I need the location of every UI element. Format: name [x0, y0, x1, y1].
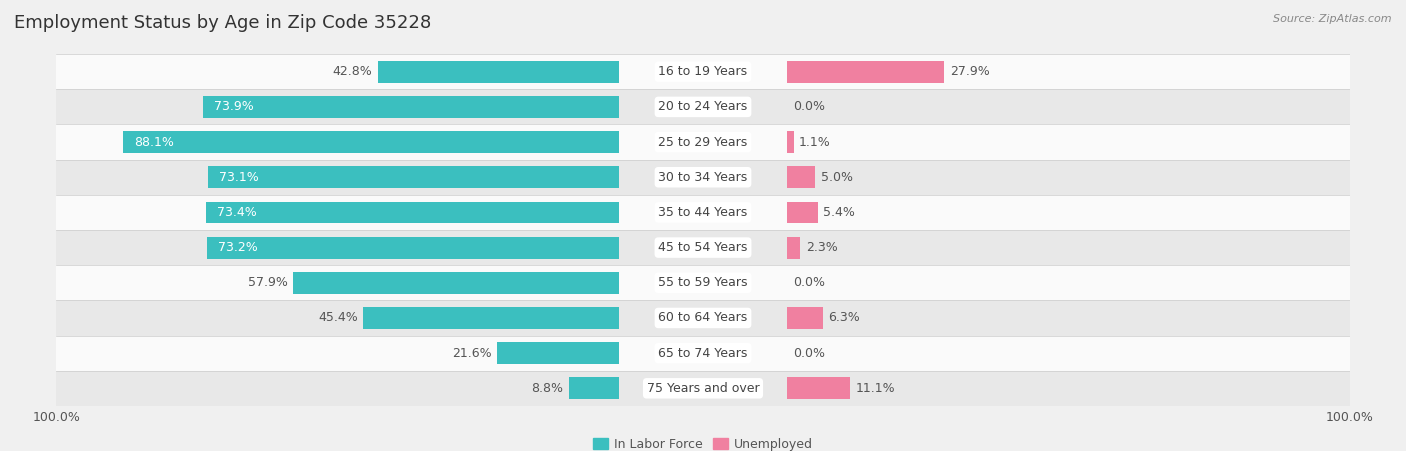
Text: 0.0%: 0.0% [793, 276, 825, 289]
Text: 57.9%: 57.9% [247, 276, 287, 289]
Bar [205, 202, 619, 223]
Text: 25 to 29 Years: 25 to 29 Years [658, 136, 748, 148]
Bar [208, 166, 619, 188]
Bar [56, 300, 1350, 336]
Bar [124, 131, 619, 153]
Text: 20 to 24 Years: 20 to 24 Years [658, 101, 748, 113]
Text: 73.9%: 73.9% [214, 101, 254, 113]
Bar [56, 230, 1350, 265]
Text: 42.8%: 42.8% [333, 65, 373, 78]
Text: 0.0%: 0.0% [793, 347, 825, 359]
Bar [787, 61, 945, 83]
Bar [202, 96, 619, 118]
Text: 73.4%: 73.4% [217, 206, 257, 219]
Bar [378, 61, 619, 83]
Bar [363, 307, 619, 329]
Text: 6.3%: 6.3% [828, 312, 860, 324]
Bar [56, 160, 1350, 195]
Text: 73.1%: 73.1% [219, 171, 259, 184]
Bar [56, 124, 1350, 160]
Text: 60 to 64 Years: 60 to 64 Years [658, 312, 748, 324]
Bar [787, 307, 823, 329]
Text: Source: ZipAtlas.com: Source: ZipAtlas.com [1274, 14, 1392, 23]
Text: 1.1%: 1.1% [799, 136, 831, 148]
Text: 2.3%: 2.3% [806, 241, 838, 254]
Bar [56, 54, 1350, 89]
Text: 75 Years and over: 75 Years and over [647, 382, 759, 395]
Bar [787, 166, 815, 188]
Bar [56, 371, 1350, 406]
Text: 21.6%: 21.6% [451, 347, 492, 359]
Text: 88.1%: 88.1% [135, 136, 174, 148]
Bar [787, 377, 849, 399]
Text: 5.0%: 5.0% [821, 171, 853, 184]
Text: 45.4%: 45.4% [318, 312, 357, 324]
Bar [292, 272, 619, 294]
Text: 0.0%: 0.0% [793, 101, 825, 113]
Text: 30 to 34 Years: 30 to 34 Years [658, 171, 748, 184]
Text: 35 to 44 Years: 35 to 44 Years [658, 206, 748, 219]
Bar [56, 265, 1350, 300]
Text: 11.1%: 11.1% [855, 382, 896, 395]
Text: 73.2%: 73.2% [218, 241, 257, 254]
Bar [56, 336, 1350, 371]
Text: Employment Status by Age in Zip Code 35228: Employment Status by Age in Zip Code 352… [14, 14, 432, 32]
Bar [207, 237, 619, 258]
Text: 45 to 54 Years: 45 to 54 Years [658, 241, 748, 254]
Text: 16 to 19 Years: 16 to 19 Years [658, 65, 748, 78]
Bar [787, 237, 800, 258]
Text: 8.8%: 8.8% [531, 382, 564, 395]
Text: 5.4%: 5.4% [824, 206, 855, 219]
Bar [787, 131, 793, 153]
Text: 55 to 59 Years: 55 to 59 Years [658, 276, 748, 289]
Bar [498, 342, 619, 364]
Bar [787, 202, 818, 223]
Text: 27.9%: 27.9% [950, 65, 990, 78]
Text: 65 to 74 Years: 65 to 74 Years [658, 347, 748, 359]
Legend: In Labor Force, Unemployed: In Labor Force, Unemployed [588, 433, 818, 451]
Bar [56, 89, 1350, 124]
Bar [569, 377, 619, 399]
Bar [56, 195, 1350, 230]
